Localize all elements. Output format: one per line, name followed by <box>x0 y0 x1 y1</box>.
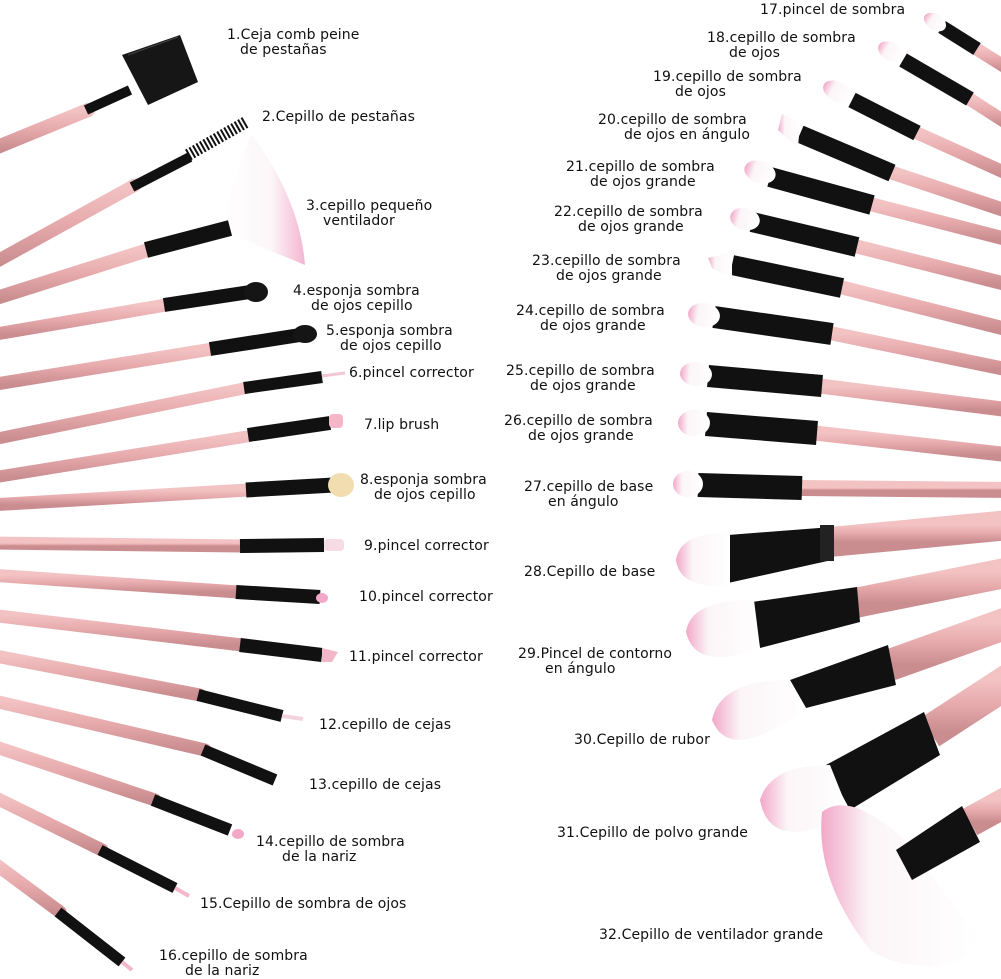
label-brush-25: 25.cepillo de sombra de ojos grande <box>506 363 655 394</box>
label-brush-17: 17.pincel de sombra <box>760 2 906 18</box>
brush-5-sponge-applicator <box>0 325 317 390</box>
label-brush-1: 1.Ceja comb peine de pestañas <box>227 27 360 58</box>
label-brush-12: 12.cepillo de cejas <box>319 717 452 733</box>
label-brush-26: 26.cepillo de sombra de ojos grande <box>504 413 653 444</box>
brush-2-lash-brush <box>0 116 249 267</box>
brush-16-nose-shadow <box>0 859 134 972</box>
brush-25-large-eyeshadow <box>680 361 1001 417</box>
label-brush-32: 32.Cepillo de ventilador grande <box>599 927 824 943</box>
label-brush-31: 31.Cepillo de polvo grande <box>557 825 749 841</box>
label-brush-6: 6.pincel corrector <box>349 365 474 381</box>
brush-4-sponge-applicator <box>0 282 268 340</box>
brush-13-brow-brush <box>0 695 278 786</box>
brush-11-concealer <box>0 609 338 662</box>
brush-15-eyeshadow <box>0 792 190 898</box>
brush-26-large-eyeshadow <box>678 410 1001 462</box>
label-brush-21: 21.cepillo de sombra de ojos grande <box>566 159 715 190</box>
brush-31-large-powder <box>760 665 1001 832</box>
label-brush-28: 28.Cepillo de base <box>524 564 656 580</box>
label-brush-23: 23.cepillo de sombra de ojos grande <box>532 253 681 284</box>
brush-12-brow-brush <box>0 650 304 722</box>
label-brush-15: 15.Cepillo de sombra de ojos <box>200 896 407 912</box>
label-brush-3: 3.cepillo pequeño ventilador <box>306 198 433 229</box>
brush-8-sponge-applicator <box>0 473 354 511</box>
brush-19-eyeshadow <box>823 80 1001 179</box>
brush-27-angled-foundation <box>673 471 1001 500</box>
label-brush-13: 13.cepillo de cejas <box>309 777 442 793</box>
label-brush-18: 18.cepillo de sombra de ojos <box>707 30 856 61</box>
brush-17-shadow <box>923 12 1001 73</box>
brush-23-large-eyeshadow <box>708 252 1001 335</box>
label-brush-5: 5.esponja sombra de ojos cepillo <box>326 323 453 354</box>
label-brush-24: 24.cepillo de sombra de ojos grande <box>516 303 665 334</box>
brush-30-blush <box>712 608 1001 740</box>
label-brush-29: 29.Pincel de contorno en ángulo <box>518 646 673 677</box>
label-brush-4: 4.esponja sombra de ojos cepillo <box>293 283 420 314</box>
brush-10-concealer <box>0 569 328 604</box>
label-brush-11: 11.pincel corrector <box>349 649 483 665</box>
brush-18-eyeshadow <box>878 41 1001 127</box>
brush-7-lip-brush <box>0 414 343 483</box>
brush-6-concealer <box>0 371 346 445</box>
label-brush-9: 9.pincel corrector <box>364 538 489 554</box>
label-brush-14: 14.cepillo de sombra de la nariz <box>256 834 405 865</box>
label-brush-10: 10.pincel corrector <box>359 589 493 605</box>
label-brush-7: 7.lip brush <box>364 417 440 433</box>
label-brush-20: 20.cepillo de sombra de ojos en ángulo <box>598 112 751 143</box>
brush-29-angled-contour <box>686 558 1001 657</box>
label-brush-8: 8.esponja sombra de ojos cepillo <box>360 472 487 503</box>
brush-21-large-eyeshadow <box>744 160 1001 245</box>
brush-32-large-fan <box>821 787 1001 966</box>
brush-28-foundation <box>676 510 1001 586</box>
label-brush-22: 22.cepillo de sombra de ojos grande <box>554 204 703 235</box>
brush-9-concealer <box>0 536 344 553</box>
brush-3-small-fan <box>0 134 305 305</box>
label-brush-16: 16.cepillo de sombra de la nariz <box>159 948 308 979</box>
brush-24-large-eyeshadow <box>688 302 1001 376</box>
label-brush-27: 27.cepillo de base en ángulo <box>524 479 654 510</box>
label-brush-2: 2.Cepillo de pestañas <box>262 109 415 125</box>
brush-14-nose-shadow <box>0 741 244 839</box>
label-brush-19: 19.cepillo de sombra de ojos <box>653 69 802 100</box>
label-brush-30: 30.Cepillo de rubor <box>574 732 710 748</box>
brush-22-large-eyeshadow <box>730 207 1001 290</box>
brush-1-eyebrow-comb <box>0 35 198 154</box>
brush-20-angled-eyeshadow <box>778 114 1001 217</box>
